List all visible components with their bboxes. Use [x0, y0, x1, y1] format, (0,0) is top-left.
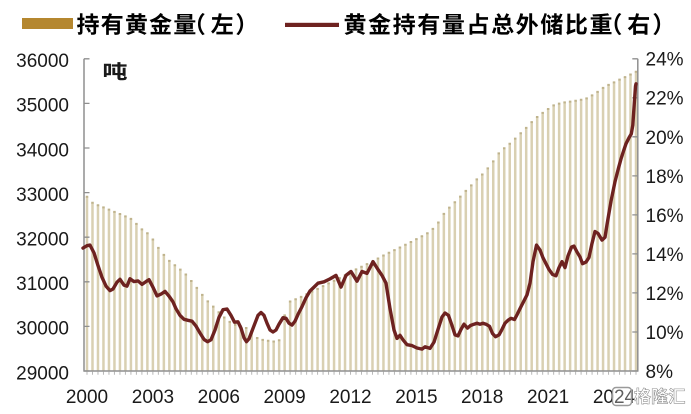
svg-text:29000: 29000 [16, 363, 69, 384]
svg-text:12%: 12% [646, 284, 684, 305]
svg-text:35000: 35000 [16, 96, 69, 117]
svg-text:2000: 2000 [66, 387, 108, 408]
svg-text:24%: 24% [646, 50, 684, 71]
svg-text:31000: 31000 [16, 274, 69, 295]
svg-text:2003: 2003 [132, 387, 174, 408]
svg-text:8%: 8% [646, 362, 674, 383]
svg-text:20%: 20% [646, 128, 684, 149]
svg-text:10%: 10% [646, 323, 684, 344]
svg-text:2012: 2012 [329, 387, 371, 408]
svg-text:30000: 30000 [16, 319, 69, 340]
svg-text:34000: 34000 [16, 140, 69, 161]
svg-text:33000: 33000 [16, 185, 69, 206]
svg-text:36000: 36000 [16, 51, 69, 72]
svg-text:16%: 16% [646, 206, 684, 227]
svg-text:2009: 2009 [263, 387, 305, 408]
svg-text:22%: 22% [646, 89, 684, 110]
svg-text:2015: 2015 [395, 387, 437, 408]
svg-text:2021: 2021 [527, 387, 569, 408]
svg-text:2024: 2024 [593, 387, 636, 408]
svg-text:2006: 2006 [198, 387, 240, 408]
svg-text:14%: 14% [646, 245, 684, 266]
svg-text:32000: 32000 [16, 230, 69, 251]
svg-text:18%: 18% [646, 167, 684, 188]
svg-text:2018: 2018 [461, 387, 503, 408]
